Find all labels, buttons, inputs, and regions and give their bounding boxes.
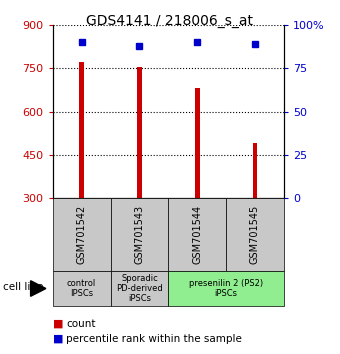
Text: GSM701545: GSM701545	[250, 205, 260, 264]
Text: GSM701543: GSM701543	[134, 205, 144, 264]
Text: GDS4141 / 218006_s_at: GDS4141 / 218006_s_at	[86, 14, 254, 28]
Text: Sporadic
PD-derived
iPSCs: Sporadic PD-derived iPSCs	[116, 274, 163, 303]
Text: ■: ■	[53, 334, 63, 344]
Text: percentile rank within the sample: percentile rank within the sample	[66, 334, 242, 344]
Bar	[195, 88, 200, 198]
Text: GSM701544: GSM701544	[192, 205, 202, 264]
Text: control
IPSCs: control IPSCs	[67, 279, 96, 298]
Text: ■: ■	[53, 319, 63, 329]
Text: presenilin 2 (PS2)
iPSCs: presenilin 2 (PS2) iPSCs	[189, 279, 263, 298]
Bar	[253, 143, 257, 198]
Text: cell line: cell line	[3, 282, 44, 292]
Bar	[79, 62, 84, 198]
Text: count: count	[66, 319, 96, 329]
Text: GSM701542: GSM701542	[76, 205, 87, 264]
Bar	[137, 67, 142, 198]
